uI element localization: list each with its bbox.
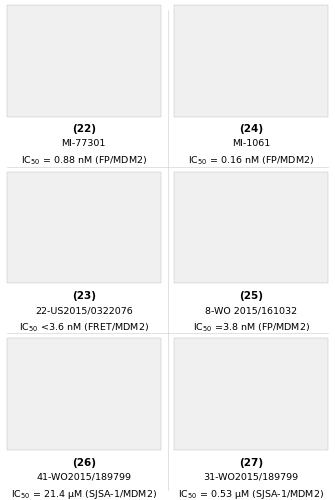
Text: IC$_{50}$ <3.6 nM (FRET/MDM2): IC$_{50}$ <3.6 nM (FRET/MDM2) bbox=[19, 322, 149, 334]
Text: MI-77301: MI-77301 bbox=[62, 140, 106, 148]
Text: MI-1061: MI-1061 bbox=[232, 140, 270, 148]
Text: IC$_{50}$ = 21.4 μM (SJSA-1/MDM2): IC$_{50}$ = 21.4 μM (SJSA-1/MDM2) bbox=[11, 488, 157, 500]
Text: (24): (24) bbox=[239, 124, 263, 134]
Bar bbox=[174, 5, 328, 116]
Text: 41-WO2015/189799: 41-WO2015/189799 bbox=[36, 473, 131, 482]
Bar bbox=[174, 338, 328, 450]
Text: (23): (23) bbox=[72, 291, 96, 301]
Bar bbox=[7, 172, 161, 283]
Bar bbox=[174, 172, 328, 283]
Text: 8-WO 2015/161032: 8-WO 2015/161032 bbox=[205, 306, 297, 315]
Text: IC$_{50}$ =3.8 nM (FP/MDM2): IC$_{50}$ =3.8 nM (FP/MDM2) bbox=[193, 322, 310, 334]
Text: IC$_{50}$ = 0.16 nM (FP/MDM2): IC$_{50}$ = 0.16 nM (FP/MDM2) bbox=[188, 155, 315, 168]
Bar bbox=[7, 5, 161, 116]
Text: (27): (27) bbox=[239, 458, 263, 468]
Text: (26): (26) bbox=[72, 458, 96, 468]
Text: 22-US2015/0322076: 22-US2015/0322076 bbox=[35, 306, 133, 315]
Text: (25): (25) bbox=[239, 291, 263, 301]
Text: IC$_{50}$ = 0.53 μM (SJSA-1/MDM2): IC$_{50}$ = 0.53 μM (SJSA-1/MDM2) bbox=[178, 488, 324, 500]
Text: 31-WO2015/189799: 31-WO2015/189799 bbox=[204, 473, 299, 482]
Text: (22): (22) bbox=[72, 124, 96, 134]
Bar bbox=[7, 338, 161, 450]
Text: IC$_{50}$ = 0.88 nM (FP/MDM2): IC$_{50}$ = 0.88 nM (FP/MDM2) bbox=[21, 155, 147, 168]
